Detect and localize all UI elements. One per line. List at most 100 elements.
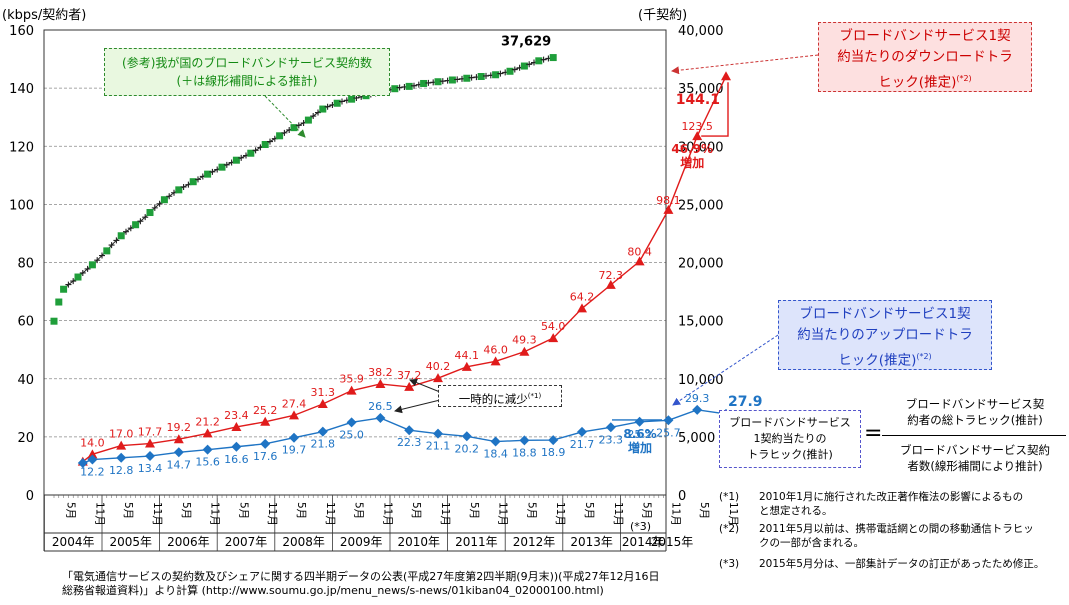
year-label: 2015年 [651,535,694,549]
x-tick-label: 5月 [180,502,192,519]
contract-point [189,178,197,186]
upload-point [605,422,616,433]
x-tick-label: 11月 [612,502,624,526]
download-callout-line2: 約当たりのダウンロードトラ [837,49,1013,65]
upload-point [433,428,443,439]
upload-point [519,435,530,446]
upload-data-label: 25.2 [627,428,652,441]
x-tick-label: 5月 [410,502,422,519]
contract-point [549,54,557,62]
upload-data-label: 12.8 [109,464,134,477]
contract-interpolated-point [223,161,230,168]
upload-point [260,438,271,449]
download-data-label: 17.7 [138,426,163,439]
upload-data-label: 18.9 [541,446,566,459]
source-note: 「電気通信サービスの契約数及びシェアに関する四半期データの公表(平成27年度第2… [62,570,660,597]
year-label: 2010年 [398,535,441,549]
upload-series: 12.2 12.8 13.4 14.7 15.6 16.6 17.6 19.7 21.825.0… [77,392,763,479]
upload-point [692,404,703,415]
contract-point [391,85,399,93]
download-point [404,381,415,391]
contract-interpolated-point [195,176,201,183]
upload-point [317,426,328,437]
right-tick-label: 15,000 [678,315,724,330]
x-tick-label: 5月 [468,502,480,519]
contract-interpolated-point [310,113,317,120]
left-tick-label: 100 [9,198,34,213]
x-tick-label: 5月 [698,502,710,519]
download-data-label: 19.2 [167,421,192,434]
upload-data-label: 15.6 [195,456,220,469]
download-last-label: 144.1 [676,92,720,108]
contract-point [319,105,327,113]
left-tick-label: 120 [9,140,34,155]
upload-point [490,436,501,447]
contract-point [348,95,356,103]
left-tick-label: 140 [9,82,34,97]
contract-interpolated-point [94,257,101,264]
contract-point [218,163,226,171]
left-tick-label: 0 [26,489,34,504]
year-label: 2009年 [340,535,383,549]
x-tick-label: 5月 [525,502,537,519]
contract-interpolated-point [79,269,86,276]
upload-point [77,458,88,469]
contract-point [132,221,140,229]
upload-last-label: 27.9 [728,394,763,410]
x-tick-label: 11月 [151,502,163,526]
upload-point [577,426,587,437]
upload-data-label: 29.3 [685,392,710,405]
upload-data-label: 17.6 [253,450,278,463]
year-label: 2007年 [225,535,268,549]
download-data-label: 38.2 [368,366,393,379]
download-callout-line3: ヒック(推定)(*2) [878,74,972,91]
contract-point [146,209,154,217]
contract-point [492,71,500,79]
temporary-leader-up [409,378,441,393]
upload-point [375,412,386,423]
download-point [202,428,213,438]
contract-interpolated-point [137,218,144,225]
download-leader [671,54,819,75]
download-point [663,204,674,214]
contract-point [160,196,168,204]
right-tick-label: 5,000 [678,431,715,446]
upload-point [87,454,98,465]
download-data-label: 31.3 [311,386,336,399]
upload-point [634,416,645,427]
contract-interpolated-point [65,281,72,288]
upload-point [173,447,184,458]
upload-point [145,451,155,462]
download-point [145,438,155,448]
contract-point [247,149,255,157]
right-tick-label: 35,000 [678,82,724,97]
year-label: 2014年 [622,535,665,549]
contract-interpolated-point [511,66,518,73]
upload-point [289,432,299,443]
right-tick-label: 25,000 [678,198,724,213]
download-data-label: 54.0 [541,320,566,333]
download-data-label: 123.5 [681,120,713,133]
upload-leader [672,334,779,406]
download-increase-bracket [701,82,729,137]
download-point [116,440,127,450]
upload-data-label: 23.3 [599,433,624,446]
x-tick-label: 11月 [209,502,221,526]
x-tick-label: 5月 [641,502,653,519]
upload-point [202,444,213,455]
contract-point [117,232,125,240]
contract-interpolated-point [99,252,105,259]
contract-callout: (参考)我が国のブロードバンドサービス契約数 (＋は線形補間による推計) [104,48,390,96]
x-tick-label: 11月 [669,502,681,526]
definition-line2: 1契約当たりの [753,432,827,445]
contract-interpolated-point [267,138,273,145]
upload-point [231,441,242,452]
contract-interpolated-point [238,154,245,161]
upload-data-label: 14.7 [167,458,192,471]
upload-data-label: 26.5 [368,400,393,413]
contract-point [506,67,514,75]
download-line [82,75,727,463]
contract-point [74,273,82,281]
download-data-label: 35.9 [339,373,364,386]
upload-data-label: 12.2 [80,466,105,479]
